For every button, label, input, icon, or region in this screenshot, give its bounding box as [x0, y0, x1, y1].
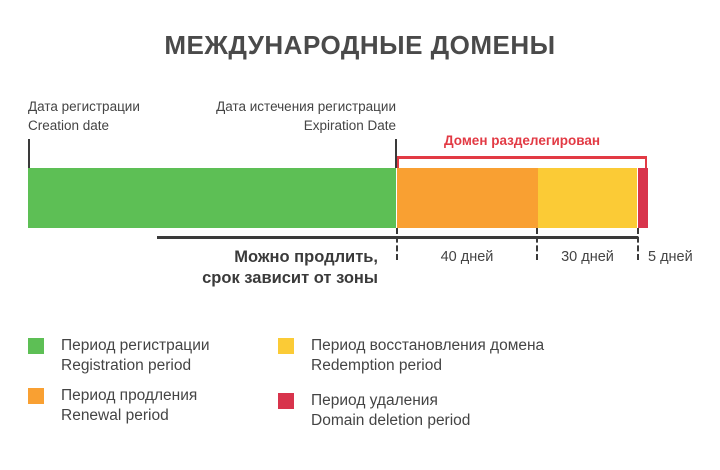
segment-deletion — [638, 168, 648, 228]
segment-redemption — [538, 168, 637, 228]
legend-renewal: Период продления Renewal period — [61, 386, 197, 426]
renew-possible-label: Можно продлить, срок зависит от зоны — [140, 247, 378, 289]
creation-date-en: Creation date — [28, 118, 110, 133]
legend-registration-en: Registration period — [61, 357, 192, 374]
legend-redemption-en: Redemption period — [311, 357, 442, 374]
creation-date-label: Дата регистрации Creation date — [28, 97, 140, 135]
creation-date-ru: Дата регистрации — [28, 99, 140, 114]
duration-renewal: 40 дней — [440, 249, 494, 265]
legend-swatch-registration — [28, 338, 44, 354]
segment-renewal — [397, 168, 538, 228]
tick-renewal-end — [536, 228, 538, 260]
duration-deletion: 5 дней — [648, 249, 693, 265]
legend-deletion-ru: Период удаления — [311, 392, 438, 409]
undelegated-bracket-line — [397, 156, 647, 159]
legend-swatch-renewal — [28, 388, 44, 404]
legend-swatch-redemption — [278, 338, 294, 354]
legend-swatch-deletion — [278, 393, 294, 409]
legend-registration-ru: Период регистрации — [61, 337, 210, 354]
tick-expiration — [396, 228, 398, 260]
legend-deletion-en: Domain deletion period — [311, 412, 471, 429]
renew-line-2: срок зависит от зоны — [202, 269, 378, 287]
page-title: МЕЖДУНАРОДНЫЕ ДОМЕНЫ — [164, 30, 556, 60]
segment-registration — [28, 168, 396, 228]
expiration-marker — [395, 139, 397, 168]
undelegated-bracket-right — [645, 156, 647, 168]
legend-redemption-ru: Период восстановления домена — [311, 337, 545, 354]
tick-redemption-end — [637, 228, 639, 260]
expiration-date-label: Дата истечения регистрации Expiration Da… — [180, 97, 396, 135]
legend-deletion: Период удаления Domain deletion period — [311, 391, 470, 431]
creation-marker — [28, 139, 30, 168]
legend-renewal-en: Renewal period — [61, 407, 169, 424]
renew-line-1: Можно продлить, — [234, 248, 378, 266]
legend-registration: Период регистрации Registration period — [61, 336, 210, 376]
legend-redemption: Период восстановления домена Redemption … — [311, 336, 544, 376]
undelegated-label: Домен разделегирован — [443, 133, 601, 148]
expiration-date-en: Expiration Date — [303, 118, 396, 133]
duration-redemption: 30 дней — [561, 249, 614, 265]
legend-renewal-ru: Период продления — [61, 387, 198, 404]
undelegated-bracket-left — [397, 156, 399, 168]
expiration-date-ru: Дата истечения регистрации — [216, 99, 396, 114]
